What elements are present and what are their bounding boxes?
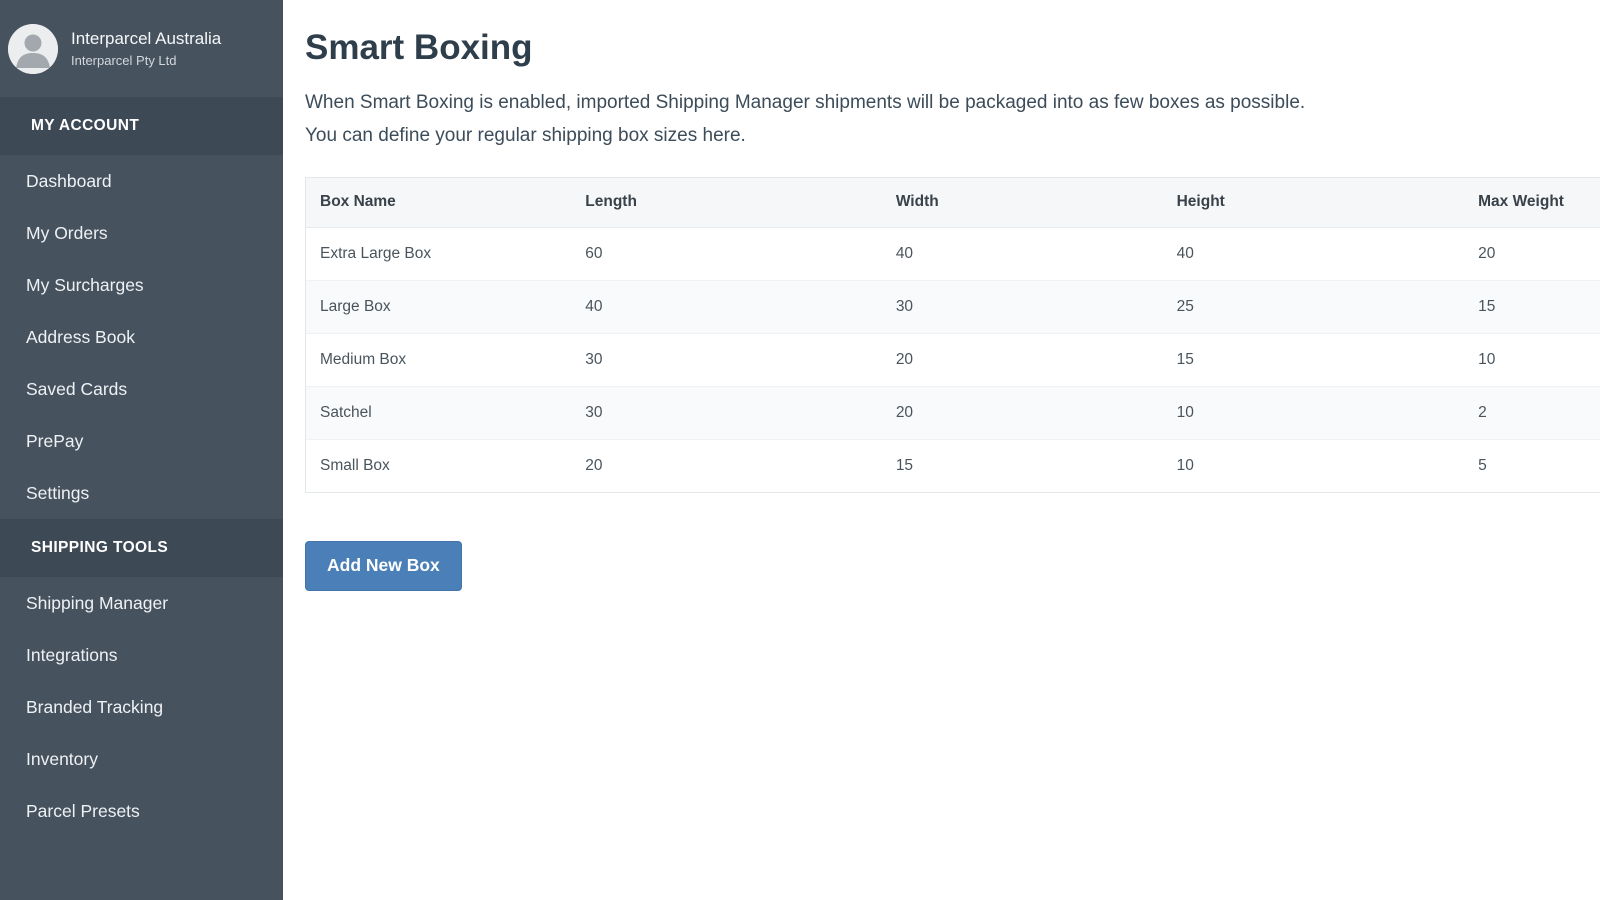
sidebar-item-saved-cards[interactable]: Saved Cards [26,378,128,399]
column-header-height: Height [1162,178,1465,228]
account-subtitle: Interparcel Pty Ltd [71,53,177,68]
table-row[interactable]: Small Box 20 15 10 5 [306,439,1600,492]
box-sizes-table-container: Box Name Length Width Height Max Weight … [305,177,1600,493]
table-row[interactable]: Extra Large Box 60 40 40 20 [306,227,1600,281]
account-name: Interparcel Australia [71,29,222,48]
cell-max-weight: 2 [1464,386,1600,440]
user-avatar-icon [8,23,58,74]
cell-height: 40 [1162,227,1465,281]
sidebar-item-dashboard[interactable]: Dashboard [26,170,112,191]
page-description-line1: When Smart Boxing is enabled, imported S… [305,92,1306,113]
sidebar-item-address-book[interactable]: Address Book [26,326,135,347]
cell-width: 40 [881,227,1163,281]
cell-width: 30 [881,280,1163,334]
box-sizes-table: Box Name Length Width Height Max Weight … [306,178,1600,492]
cell-max-weight: 10 [1464,333,1600,387]
cell-length: 20 [585,456,603,474]
sidebar: Interparcel Australia Interparcel Pty Lt… [0,0,283,900]
cell-length: 30 [571,386,882,440]
cell-box-name: Medium Box [306,333,572,387]
cell-width: 20 [881,386,1163,440]
column-header-length: Length [571,178,882,228]
cell-height: 15 [1162,333,1465,387]
cell-height: 25 [1162,280,1465,334]
cell-width: 20 [881,333,1163,387]
sidebar-item-inventory[interactable]: Inventory [26,748,98,769]
cell-length: 30 [571,333,882,387]
sidebar-item-integrations[interactable]: Integrations [26,644,118,665]
table-header-row: Box Name Length Width Height Max Weight [306,178,1600,228]
sidebar-item-my-orders[interactable]: My Orders [26,222,108,243]
cell-box-name: Extra Large Box [306,227,572,281]
cell-height: 10 [1162,386,1465,440]
cell-box-name: Large Box [306,280,572,334]
main-content: Smart Boxing When Smart Boxing is enable… [283,0,1600,900]
sidebar-item-shipping-manager[interactable]: Shipping Manager [26,592,169,613]
sidebar-item-settings[interactable]: Settings [26,482,90,503]
page-title: Smart Boxing [305,28,533,67]
my-account-nav: Dashboard My Orders My Surcharges Addres… [0,155,283,519]
add-new-box-button[interactable]: Add New Box [305,541,462,591]
sidebar-item-prepay[interactable]: PrePay [26,430,84,451]
section-header-my-account: MY ACCOUNT [0,97,283,155]
table-row[interactable]: Satchel 30 20 10 2 [306,386,1600,440]
page-description: When Smart Boxing is enabled, imported S… [305,87,1600,152]
table-row[interactable]: Large Box 40 30 25 15 [306,280,1600,334]
column-header-width: Width [881,178,1163,228]
column-header-box-name: Box Name [306,178,572,228]
account-profile[interactable]: Interparcel Australia Interparcel Pty Lt… [0,0,283,97]
cell-box-name: Satchel [306,386,572,440]
cell-max-weight: 5 [1478,456,1487,474]
cell-max-weight: 15 [1464,280,1600,334]
sidebar-item-my-surcharges[interactable]: My Surcharges [26,274,144,295]
page-description-line2: You can define your regular shipping box… [305,124,746,146]
shipping-tools-nav: Shipping Manager Integrations Branded Tr… [0,577,283,837]
cell-box-name: Small Box [320,456,390,474]
cell-height: 10 [1176,456,1194,474]
column-header-max-weight: Max Weight [1464,178,1600,228]
cell-length: 60 [571,227,882,281]
cell-max-weight: 20 [1464,227,1600,281]
cell-length: 40 [571,280,882,334]
cell-width: 15 [895,456,914,474]
sidebar-item-branded-tracking[interactable]: Branded Tracking [26,696,164,717]
table-row[interactable]: Medium Box 30 20 15 10 [306,333,1600,387]
profile-text: Interparcel Australia Interparcel Pty Lt… [71,29,221,68]
sidebar-item-parcel-presets[interactable]: Parcel Presets [26,800,140,821]
section-header-shipping-tools: SHIPPING TOOLS [0,519,283,577]
